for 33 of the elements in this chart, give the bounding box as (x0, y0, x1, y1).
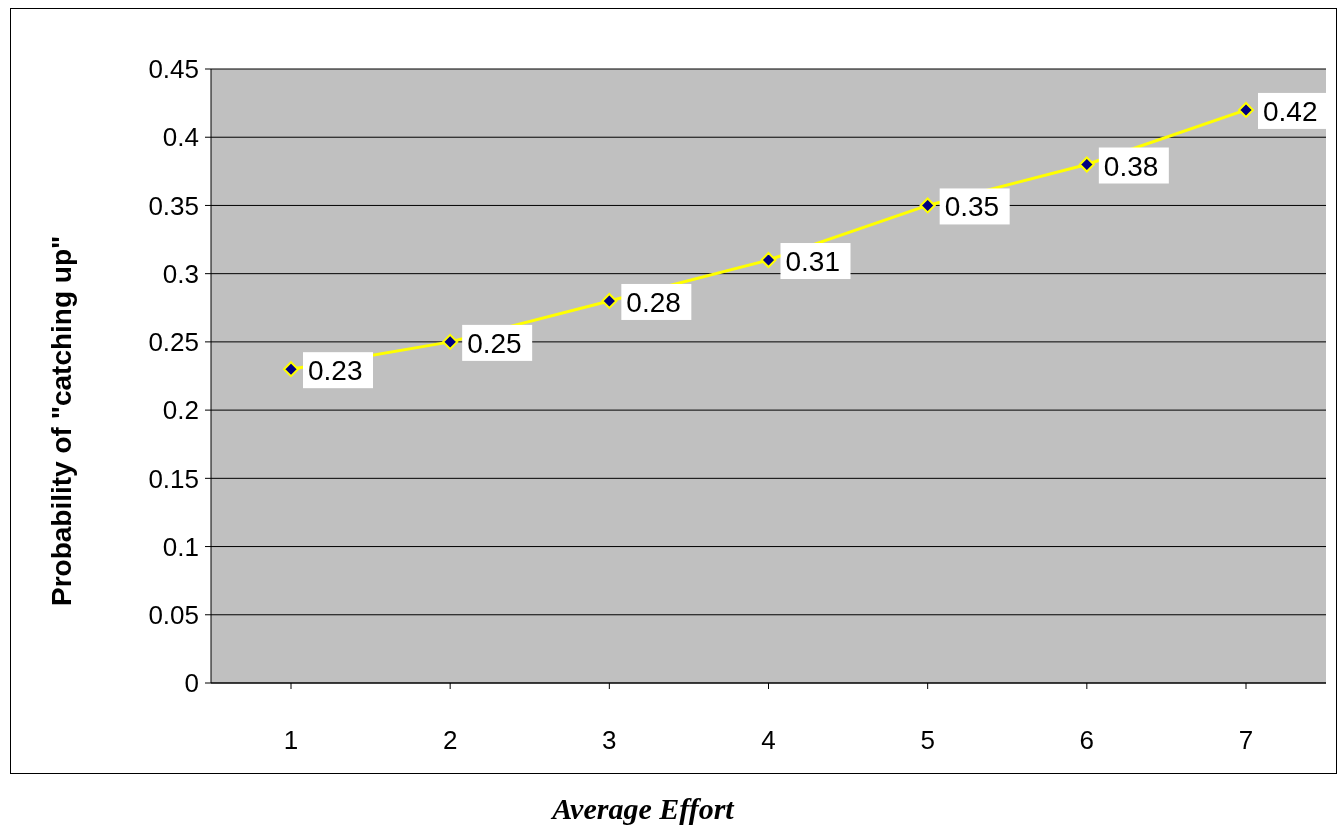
y-tick-label: 0 (184, 668, 199, 699)
point (1238, 101, 1254, 118)
data-label: 0.28 (626, 286, 681, 318)
x-tick-label: 7 (1238, 725, 1254, 756)
point (601, 292, 618, 309)
y-axis-title: Probability of "catching up" (45, 235, 77, 606)
data-label: 0.35 (944, 191, 1000, 223)
data-label: 0.23 (308, 355, 363, 387)
y-tick-label: 0.45 (148, 54, 199, 85)
point (760, 252, 777, 269)
x-tick-label: 6 (1079, 725, 1095, 756)
x-tick-label: 1 (283, 725, 299, 756)
point (919, 197, 936, 214)
point (442, 333, 459, 350)
y-tick-label: 0.05 (148, 600, 199, 631)
point (1078, 156, 1095, 173)
x-tick-label: 4 (761, 725, 776, 756)
y-tick-label: 0.25 (148, 327, 199, 358)
x-tick-label: 3 (602, 725, 617, 756)
data-label: 0.38 (1103, 150, 1159, 182)
x-tick-label: 2 (442, 725, 458, 756)
x-tick-label: 5 (920, 725, 935, 756)
y-tick-label: 0.4 (162, 122, 199, 153)
point (283, 361, 299, 378)
y-tick-label: 0.35 (148, 190, 199, 221)
y-tick-label: 0.2 (162, 395, 199, 426)
y-tick-label: 0.3 (162, 258, 199, 289)
y-tick-label: 0.1 (162, 531, 199, 562)
data-label: 0.31 (785, 246, 840, 278)
y-tick-label: 0.15 (148, 463, 199, 494)
x-axis-title: Average Effort (549, 792, 736, 826)
data-label: 0.25 (467, 327, 522, 359)
data-label: 0.42 (1263, 95, 1318, 127)
